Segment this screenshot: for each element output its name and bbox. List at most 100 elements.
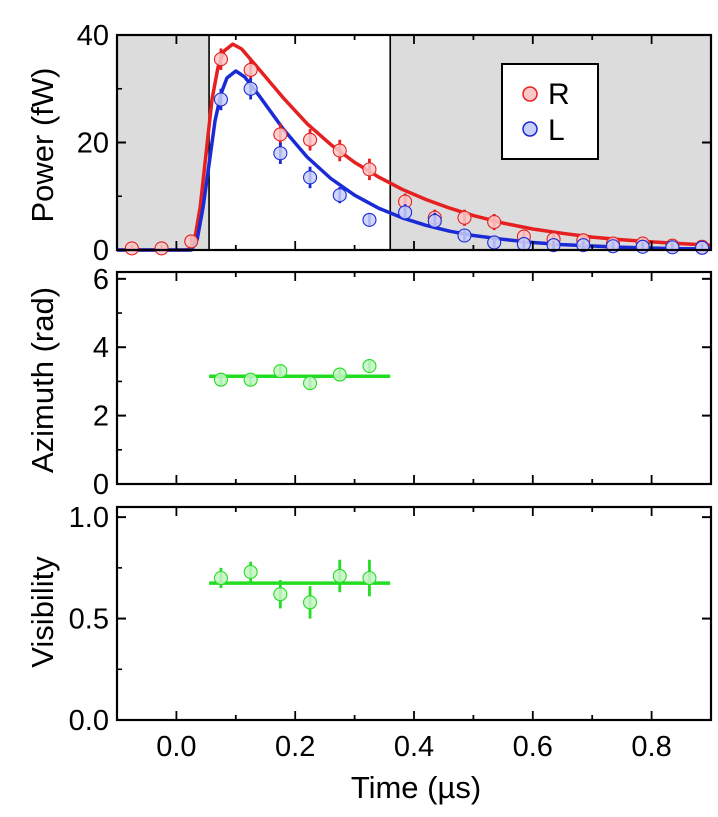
power-point-R-7: [332, 139, 347, 162]
data-marker: [213, 92, 228, 107]
power-point-L-8: [457, 228, 472, 243]
power-point-L-16: [695, 240, 710, 255]
power-point-L-4: [332, 187, 347, 204]
data-marker: [487, 235, 502, 250]
x-tick-label-4: 0.8: [631, 731, 671, 763]
power-point-R-0: [124, 241, 139, 256]
visibility-y-ticks: 0.0 0.5 1.0: [69, 502, 711, 737]
data-marker: [516, 237, 531, 252]
power-point-R-1: [154, 241, 169, 256]
power-point-L-5: [362, 212, 377, 227]
visibility-markers: [213, 559, 377, 619]
power-legend-box: [501, 63, 599, 160]
visibility-point-0-5: [362, 559, 377, 597]
azimuth-y-tick-label-0: 0: [93, 469, 109, 501]
data-marker: [302, 595, 318, 610]
data-marker: [273, 587, 288, 602]
power-point-L-15: [665, 240, 680, 255]
visibility-y-tick-label-2: 1.0: [69, 502, 109, 534]
power-point-L-7: [427, 212, 442, 230]
data-marker: [273, 127, 288, 142]
data-marker: [243, 372, 258, 387]
data-marker: [332, 188, 347, 203]
x-tick-label-2: 0.4: [394, 731, 434, 763]
power-point-L-14: [635, 239, 650, 254]
azimuth-frame: [115, 270, 713, 486]
data-marker: [427, 213, 442, 229]
data-marker: [273, 146, 288, 161]
power-y-tick-label-0: 0: [93, 235, 109, 267]
data-marker: [576, 238, 591, 253]
visibility-point-0-4: [332, 559, 347, 593]
power-point-R-2: [184, 234, 199, 249]
power-point-R-5: [273, 123, 288, 146]
azimuth-markers: [213, 358, 377, 391]
visibility-point-0-1: [243, 561, 258, 583]
azimuth-plot-frame: [115, 270, 713, 486]
data-marker: [154, 241, 169, 256]
visibility-y-tick-label-1: 0.5: [69, 604, 109, 636]
power-point-R-12: [487, 213, 502, 231]
x-tick-label-0: 0.0: [156, 731, 196, 763]
legend-label-r: R: [548, 78, 570, 111]
data-marker: [302, 376, 318, 391]
visibility-x-ticks: 0.0 0.2 0.4 0.6 0.8: [156, 731, 672, 763]
azimuth-y-tick-label-2: 4: [93, 332, 109, 364]
x-tick-label-1: 0.2: [275, 731, 315, 763]
power-point-L-12: [576, 238, 591, 253]
data-marker: [124, 241, 139, 256]
data-marker: [243, 81, 258, 96]
data-marker: [457, 228, 472, 243]
data-marker: [213, 372, 228, 387]
data-marker: [273, 364, 288, 379]
data-marker: [362, 162, 377, 177]
visibility-plot-frame: [115, 505, 713, 722]
power-y-tick-label-2: 40: [77, 20, 109, 52]
azimuth-panel: 0 2 4 6 Azimuth (rad): [25, 264, 713, 501]
data-marker: [362, 570, 377, 586]
visibility-point-0-0: [213, 567, 228, 589]
azimuth-y-tick-label-3: 6: [93, 264, 109, 296]
visibility-y-tick-label-0: 0.0: [69, 705, 109, 737]
visibility-y-label: Visibility: [25, 556, 60, 668]
power-point-L-2: [273, 142, 288, 164]
visibility-point-0-3: [302, 586, 318, 619]
data-marker: [243, 564, 258, 579]
power-point-L-10: [516, 237, 531, 252]
data-marker: [184, 234, 199, 249]
data-marker: [302, 132, 318, 147]
azimuth-point-0-3: [302, 376, 318, 391]
power-point-L-9: [487, 235, 502, 250]
power-point-R-11: [457, 209, 472, 226]
data-marker: [635, 239, 650, 254]
visibility-frame: [115, 505, 713, 722]
data-marker: [243, 62, 258, 77]
data-marker: [332, 568, 347, 584]
data-marker: [695, 240, 710, 255]
power-shaded-region-0: [117, 35, 210, 250]
x-tick-label-3: 0.6: [513, 731, 553, 763]
legend-marker-l: [522, 121, 538, 137]
data-marker: [457, 210, 472, 225]
azimuth-y-label: Azimuth (rad): [25, 287, 60, 473]
azimuth-y-ticks: 0 2 4 6: [93, 264, 711, 501]
power-legend: R L: [501, 63, 599, 160]
power-point-R-6: [302, 129, 318, 151]
power-panel: 0 20 40 Power (fW) R L: [25, 20, 713, 267]
power-point-R-4: [243, 59, 258, 81]
data-marker: [302, 170, 318, 185]
data-marker: [398, 205, 413, 220]
azimuth-point-0-4: [332, 367, 347, 382]
azimuth-point-0-5: [362, 358, 377, 374]
azimuth-point-0-2: [273, 364, 288, 379]
visibility-point-0-2: [273, 580, 288, 609]
azimuth-point-0-1: [243, 372, 258, 387]
data-marker: [213, 570, 228, 586]
data-marker: [213, 52, 228, 67]
data-marker: [546, 238, 561, 253]
visibility-panel: 0.0 0.5 1.0 0.0 0.2 0.4 0.6 0.8 Visibility Tim…: [25, 502, 713, 805]
data-marker: [362, 212, 377, 227]
azimuth-y-tick-label-1: 2: [93, 401, 109, 433]
data-marker: [332, 143, 347, 158]
